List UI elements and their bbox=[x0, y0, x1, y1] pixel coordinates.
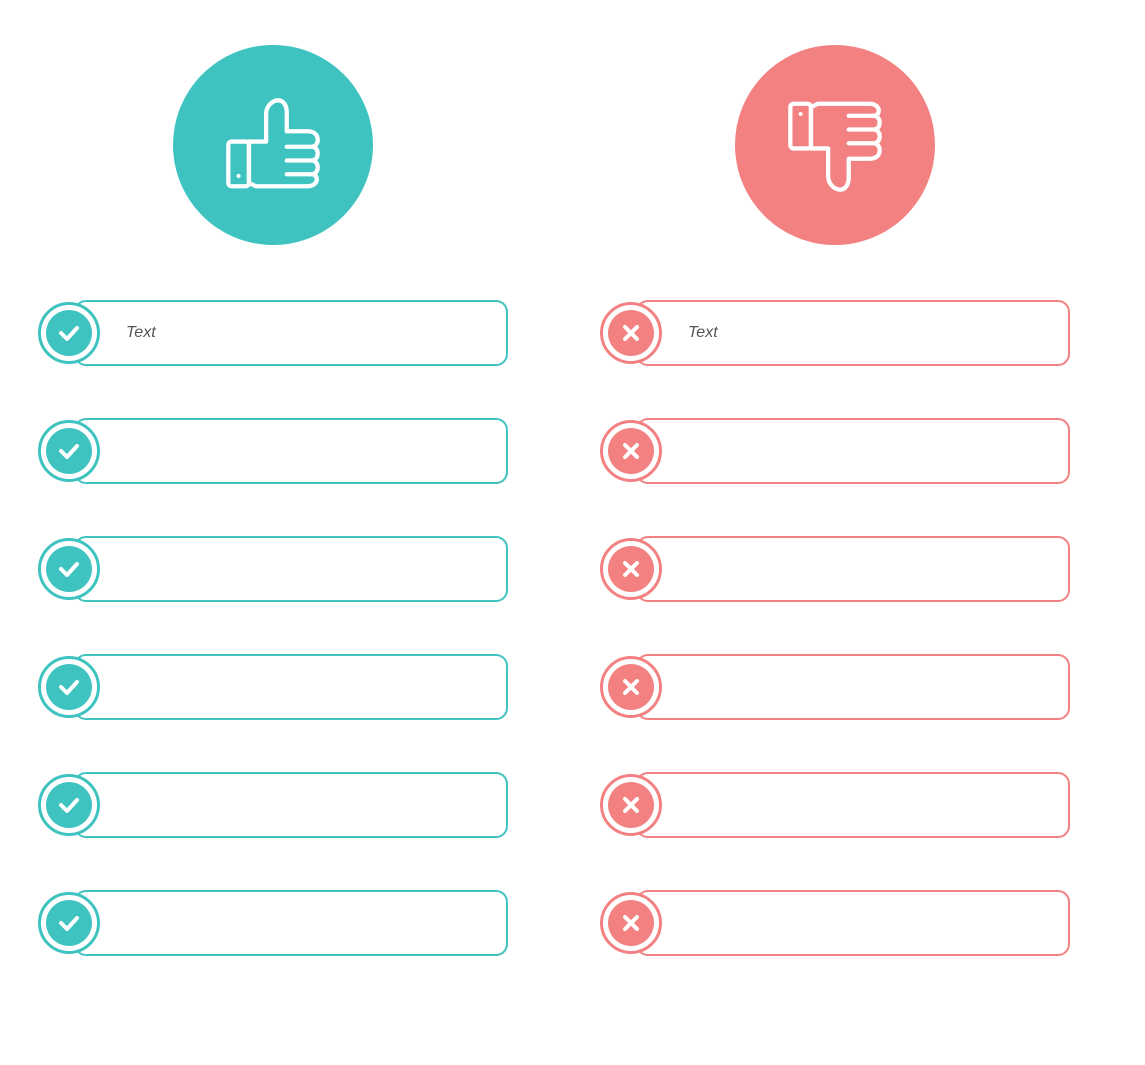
cons-header-circle bbox=[735, 45, 935, 245]
check-badge-ring bbox=[38, 420, 100, 482]
cross-badge-ring bbox=[600, 420, 662, 482]
check-badge-disc bbox=[46, 546, 92, 592]
check-badge-disc bbox=[46, 782, 92, 828]
cross-icon bbox=[619, 675, 643, 699]
check-badge-disc bbox=[46, 310, 92, 356]
cross-badge-ring bbox=[600, 538, 662, 600]
cons-row: Text bbox=[600, 300, 1070, 370]
cons-row-text: Text bbox=[688, 324, 718, 342]
cons-row-box bbox=[636, 536, 1070, 602]
cross-badge-disc bbox=[608, 900, 654, 946]
pros-row-box bbox=[74, 654, 508, 720]
cons-row bbox=[600, 890, 1070, 960]
checkmark-icon bbox=[57, 675, 81, 699]
cons-row bbox=[600, 536, 1070, 606]
cross-badge-disc bbox=[608, 782, 654, 828]
pros-row bbox=[38, 418, 508, 488]
check-badge-ring bbox=[38, 892, 100, 954]
check-badge-ring bbox=[38, 302, 100, 364]
thumbs-up-icon bbox=[218, 90, 328, 200]
cross-badge-disc bbox=[608, 428, 654, 474]
cons-row-box bbox=[636, 654, 1070, 720]
checkmark-icon bbox=[57, 557, 81, 581]
pros-row bbox=[38, 772, 508, 842]
cross-badge-disc bbox=[608, 310, 654, 356]
cross-badge-disc bbox=[608, 546, 654, 592]
check-badge-ring bbox=[38, 538, 100, 600]
checkmark-icon bbox=[57, 439, 81, 463]
pros-header-circle bbox=[173, 45, 373, 245]
cons-row bbox=[600, 418, 1070, 488]
cross-icon bbox=[619, 439, 643, 463]
cons-row-box bbox=[636, 772, 1070, 838]
cons-row-box bbox=[636, 890, 1070, 956]
cons-column: Text bbox=[600, 45, 1070, 1008]
cons-row bbox=[600, 772, 1070, 842]
check-badge-ring bbox=[38, 774, 100, 836]
cross-badge-ring bbox=[600, 302, 662, 364]
checkmark-icon bbox=[57, 911, 81, 935]
cross-badge-ring bbox=[600, 656, 662, 718]
cross-icon bbox=[619, 557, 643, 581]
pros-row bbox=[38, 536, 508, 606]
cons-row-box bbox=[636, 418, 1070, 484]
cross-badge-disc bbox=[608, 664, 654, 710]
check-badge-disc bbox=[46, 428, 92, 474]
pros-row-text: Text bbox=[126, 324, 156, 342]
cross-icon bbox=[619, 321, 643, 345]
pros-row bbox=[38, 654, 508, 724]
pros-row bbox=[38, 890, 508, 960]
cons-row-box: Text bbox=[636, 300, 1070, 366]
pros-row-box bbox=[74, 772, 508, 838]
cons-row bbox=[600, 654, 1070, 724]
cross-badge-ring bbox=[600, 774, 662, 836]
pros-row-box bbox=[74, 890, 508, 956]
cross-icon bbox=[619, 793, 643, 817]
cross-badge-ring bbox=[600, 892, 662, 954]
checkmark-icon bbox=[57, 321, 81, 345]
pros-row-box bbox=[74, 418, 508, 484]
pros-row: Text bbox=[38, 300, 508, 370]
check-badge-ring bbox=[38, 656, 100, 718]
cross-icon bbox=[619, 911, 643, 935]
check-badge-disc bbox=[46, 900, 92, 946]
thumbs-down-icon bbox=[780, 90, 890, 200]
checkmark-icon bbox=[57, 793, 81, 817]
check-badge-disc bbox=[46, 664, 92, 710]
pros-column: Text bbox=[38, 45, 508, 1008]
pros-row-box bbox=[74, 536, 508, 602]
pros-row-box: Text bbox=[74, 300, 508, 366]
pros-cons-infographic: Text bbox=[0, 0, 1145, 1065]
